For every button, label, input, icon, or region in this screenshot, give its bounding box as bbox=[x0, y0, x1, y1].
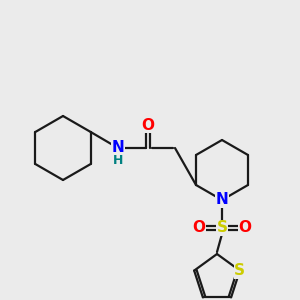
Text: S: S bbox=[217, 220, 227, 236]
Text: S: S bbox=[234, 263, 245, 278]
Text: N: N bbox=[216, 193, 228, 208]
Text: H: H bbox=[113, 154, 123, 166]
Text: O: O bbox=[193, 220, 206, 236]
Text: O: O bbox=[142, 118, 154, 133]
Text: N: N bbox=[112, 140, 124, 155]
Text: O: O bbox=[238, 220, 251, 236]
